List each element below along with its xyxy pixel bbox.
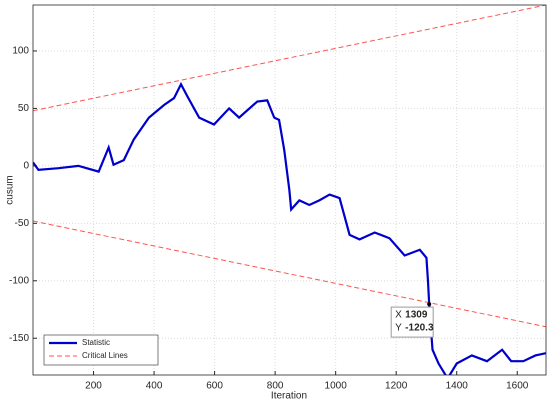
series-line xyxy=(33,220,546,328)
x-tick-label: 1600 xyxy=(506,381,529,392)
y-tick-label: -150 xyxy=(9,333,29,344)
plot-frame xyxy=(32,4,547,376)
legend-box xyxy=(43,334,159,366)
datatip-x-label: X xyxy=(395,310,402,321)
datatip-x-value: 1309 xyxy=(405,310,428,321)
y-axis-label: cusum xyxy=(5,175,16,204)
y-tick-label: 100 xyxy=(12,46,29,57)
x-tick-label: 800 xyxy=(267,381,284,392)
series-line xyxy=(33,81,546,375)
y-tick-label: 0 xyxy=(23,161,29,172)
x-tick-label: 1400 xyxy=(446,381,469,392)
x-tick-label: 200 xyxy=(85,381,102,392)
x-tick-label: 1200 xyxy=(385,381,408,392)
x-tick-label: 600 xyxy=(206,381,223,392)
y-tick-label: -50 xyxy=(15,218,30,229)
x-axis-label: Iteration xyxy=(271,391,307,402)
x-tick-label: 1000 xyxy=(325,381,348,392)
y-tick-label: 50 xyxy=(18,103,30,114)
x-tick-label: 400 xyxy=(146,381,163,392)
y-tick-label: -100 xyxy=(9,275,29,286)
legend-label: Critical Lines xyxy=(82,351,128,360)
datatip-marker xyxy=(427,302,432,307)
datatip-box xyxy=(390,306,434,338)
legend-label: Statistic xyxy=(82,338,110,347)
series-line xyxy=(33,5,546,112)
datatip-y-value: -120.3 xyxy=(405,323,434,334)
datatip-y-label: Y xyxy=(395,323,402,334)
